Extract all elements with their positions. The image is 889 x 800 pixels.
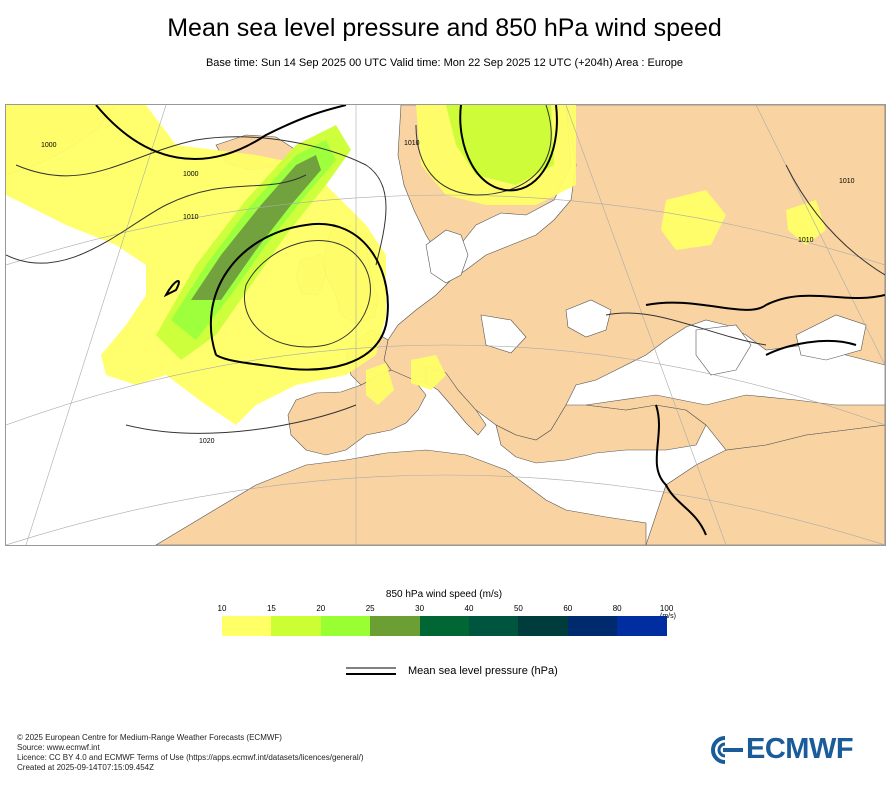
legend-tick: 40	[464, 604, 474, 613]
legend-tick: 20	[316, 604, 326, 613]
map-panel[interactable]: 1010 1000 1020 1010 1010 1000 1010	[5, 104, 886, 546]
footer-copyright: © 2025 European Centre for Medium-Range …	[17, 733, 282, 742]
legend-swatch	[468, 616, 519, 636]
isobar-label-group: 1010 1000 1020 1010 1010 1000 1010	[41, 140, 855, 445]
isobars-major	[95, 105, 885, 536]
wind-legend-title: 850 hPa wind speed (m/s)	[385, 589, 503, 600]
inland-seas	[425, 229, 867, 376]
chart-title: Mean sea level pressure and 850 hPa wind…	[167, 14, 722, 42]
graticule	[6, 105, 885, 545]
legend-tick: 15	[266, 604, 276, 613]
legend-tick: 50	[513, 604, 523, 613]
legend-swatch	[617, 616, 667, 636]
legend-swatch	[567, 616, 618, 636]
footer: © 2025 European Centre for Medium-Range …	[17, 733, 364, 773]
ecmwf-logo: ECMWF	[707, 733, 854, 766]
isobar-label: 1010	[183, 214, 199, 221]
pressure-line-icon	[346, 667, 396, 675]
legend-unit: (m/s)	[660, 613, 676, 620]
footer-created: Created at 2025-09-14T07:15:09.454Z	[17, 763, 154, 772]
legend-swatch	[271, 616, 321, 636]
isobar-label: 1010	[404, 140, 420, 147]
pressure-legend: Mean sea level pressure (hPa)	[346, 663, 558, 679]
ecmwf-logo-text: ECMWF	[746, 733, 854, 765]
chart-subtitle: Base time: Sun 14 Sep 2025 00 UTC Valid …	[205, 57, 684, 69]
isobar-label: 1020	[199, 438, 215, 445]
legend-swatch	[419, 616, 469, 636]
wind-legend-ticks: 10 15 20 25 30 40 50 60 80 100	[218, 604, 692, 616]
isobar-label: 1010	[839, 178, 855, 185]
legend-tick: 60	[563, 604, 573, 613]
legend-swatch	[222, 616, 272, 636]
map-svg: 1010 1000 1020 1010 1010 1000 1010	[6, 105, 885, 545]
isobar-label: 1010	[798, 237, 814, 244]
isobar-label: 1000	[41, 142, 57, 149]
isobars	[6, 105, 885, 434]
legend-tick: 10	[217, 604, 227, 613]
footer-licence: Licence: CC BY 4.0 and ECMWF Terms of Us…	[17, 753, 364, 762]
legend-swatch	[320, 616, 371, 636]
wind-colorbar	[222, 616, 667, 636]
footer-source: Source: www.ecmwf.int	[17, 743, 100, 752]
legend-tick: 25	[365, 604, 375, 613]
legend-swatch	[370, 616, 420, 636]
legend-tick: 80	[612, 604, 622, 613]
isobar-label: 1000	[183, 171, 199, 178]
legend-tick: 30	[415, 604, 425, 613]
ecmwf-logo-icon	[711, 735, 743, 764]
legend-tick: 100	[659, 604, 674, 613]
pressure-legend-label: Mean sea level pressure (hPa)	[408, 665, 558, 677]
legend-swatch	[518, 616, 568, 636]
